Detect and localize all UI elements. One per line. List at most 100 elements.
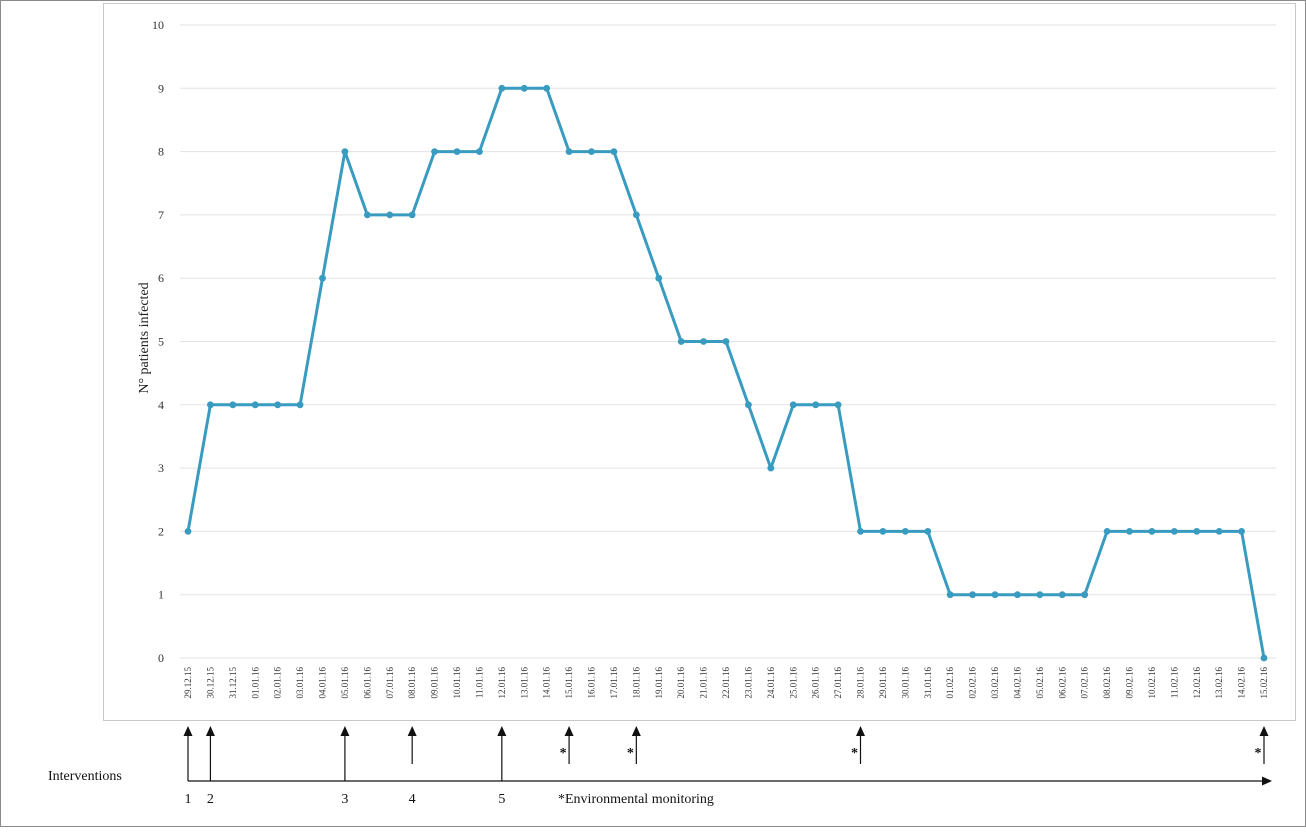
data-point [341, 148, 349, 156]
data-point [1058, 591, 1066, 599]
x-tick-label: 16.01.16 [587, 667, 597, 699]
x-tick-label: 18.01.16 [631, 667, 641, 699]
x-tick-label: 12.01.16 [497, 667, 507, 699]
data-point [588, 148, 595, 156]
x-tick-label: 25.01.16 [788, 667, 798, 699]
data-point [520, 84, 528, 92]
data-point [1036, 591, 1044, 599]
y-tick-label: 1 [158, 588, 164, 602]
environmental-arrowhead [1259, 726, 1269, 736]
x-axis: 29.12.15 30.12.15 31.12.15 01.01.16 02.01.16… [183, 667, 1269, 699]
data-point [1126, 528, 1133, 535]
intervention-arrowhead [183, 726, 193, 736]
y-axis: 0 1 2 3 4 5 6 7 8 9 10 [152, 18, 164, 665]
x-tick-label: 04.02.16 [1012, 667, 1022, 699]
intervention-arrowhead [407, 726, 417, 736]
data-point [722, 338, 730, 345]
data-point [1238, 528, 1245, 535]
y-tick-label: 6 [158, 271, 164, 285]
data-point [274, 401, 282, 409]
data-point [1260, 654, 1268, 662]
data-point [789, 401, 797, 409]
interventions-row-label: Interventions [48, 769, 122, 784]
x-tick-label: 09.01.16 [430, 667, 440, 699]
intervention-number: 5 [498, 792, 505, 807]
data-point [812, 401, 820, 409]
data-point [610, 148, 618, 156]
data-point [677, 338, 685, 345]
x-tick-label: 30.12.15 [205, 667, 215, 699]
x-tick-label: 26.01.16 [811, 667, 821, 699]
x-tick-label: 01.01.16 [250, 667, 260, 699]
data-point [296, 401, 304, 409]
environmental-monitoring-footnote: *Environmental monitoring [558, 792, 714, 807]
interventions-timeline: Interventions *Environmental monitoring … [48, 726, 1272, 807]
data-point [431, 148, 438, 156]
series-layer [184, 84, 1268, 662]
x-tick-label: 21.01.16 [699, 667, 709, 699]
x-tick-label: 17.01.16 [609, 667, 619, 699]
data-point [745, 401, 752, 409]
x-tick-label: 22.01.16 [721, 667, 731, 699]
x-tick-label: 06.01.16 [362, 667, 372, 699]
x-tick-label: 05.02.16 [1035, 667, 1045, 699]
environmental-marker: * [560, 746, 567, 761]
data-point [901, 528, 909, 535]
x-tick-label: 19.01.16 [654, 667, 664, 699]
x-tick-label: 23.01.16 [743, 667, 753, 699]
data-point [1081, 591, 1089, 599]
intervention-arrowhead [340, 726, 350, 736]
data-point [476, 148, 483, 156]
x-tick-label: 08.02.16 [1102, 667, 1112, 699]
x-tick-label: 28.01.16 [856, 667, 866, 699]
x-tick-label: 27.01.16 [833, 667, 843, 699]
x-tick-label: 13.02.16 [1214, 667, 1224, 699]
data-point [363, 211, 371, 219]
data-point [184, 528, 192, 535]
y-tick-label: 0 [158, 651, 164, 665]
intervention-number: 1 [185, 792, 192, 807]
x-tick-label: 10.02.16 [1147, 667, 1157, 699]
x-tick-label: 15.02.16 [1259, 667, 1269, 699]
data-point [1215, 528, 1223, 535]
data-point [655, 274, 663, 282]
x-tick-label: 10.01.16 [452, 667, 462, 699]
x-tick-label: 02.01.16 [273, 667, 283, 699]
data-point [229, 401, 237, 409]
environmental-arrowhead [564, 726, 574, 736]
x-tick-label: 29.12.15 [183, 667, 193, 699]
x-tick-label: 07.01.16 [385, 667, 395, 699]
x-tick-label: 12.02.16 [1192, 667, 1202, 699]
data-point [991, 591, 999, 599]
data-point [767, 464, 775, 472]
x-tick-label: 31.01.16 [923, 667, 933, 699]
y-tick-label: 8 [158, 145, 164, 159]
data-point [565, 148, 573, 156]
x-tick-label: 14.01.16 [542, 667, 552, 699]
x-tick-label: 31.12.15 [228, 667, 238, 699]
x-tick-label: 11.01.16 [474, 667, 484, 699]
y-tick-label: 7 [158, 208, 164, 222]
x-tick-label: 08.01.16 [407, 667, 417, 699]
x-tick-label: 07.02.16 [1080, 667, 1090, 699]
timeline-arrowhead [1262, 776, 1272, 786]
data-point [969, 591, 976, 599]
x-tick-label: 14.02.16 [1237, 667, 1247, 699]
x-tick-label: 04.01.16 [318, 667, 328, 699]
data-point [498, 84, 506, 92]
data-point [857, 528, 864, 535]
intervention-arrowhead [205, 726, 215, 736]
x-tick-label: 03.01.16 [295, 667, 305, 699]
data-point [1148, 528, 1156, 535]
intervention-number: 2 [207, 792, 214, 807]
y-tick-label: 2 [158, 524, 164, 538]
x-tick-label: 15.01.16 [564, 667, 574, 699]
data-point [924, 528, 932, 535]
y-tick-label: 10 [152, 18, 164, 32]
environmental-arrowhead [631, 726, 641, 736]
data-point [1170, 528, 1178, 535]
y-tick-label: 4 [158, 398, 164, 412]
